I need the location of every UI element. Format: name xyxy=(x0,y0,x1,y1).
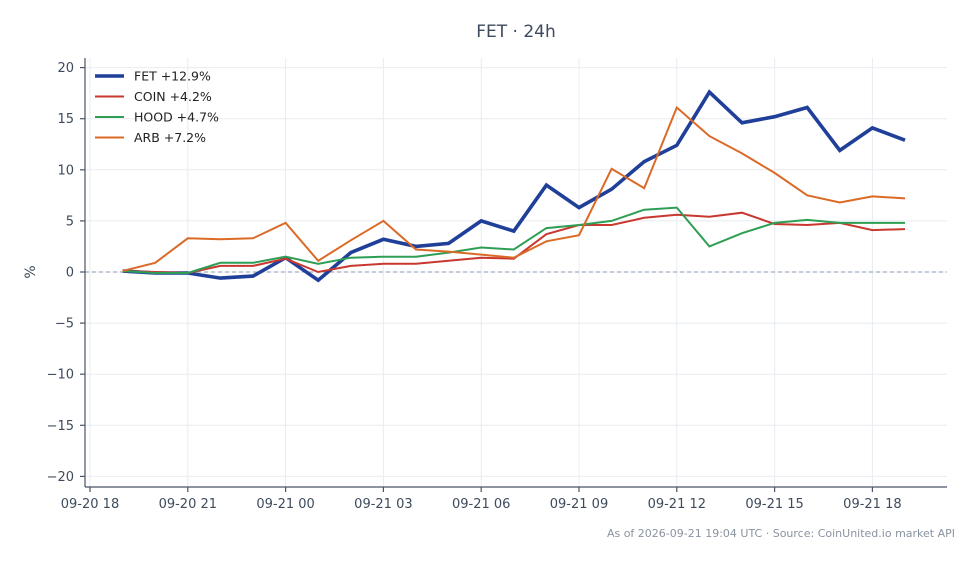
legend: FET +12.9% COIN +4.2% HOOD +4.7% ARB +7.2% xyxy=(95,69,219,145)
legend-label-2: HOOD +4.7% xyxy=(134,110,219,125)
series-layer xyxy=(122,89,906,283)
axes: −20 −15 −10 −5 0 5 10 15 20 09-20 18 09-20 21 09-21… xyxy=(47,58,947,512)
legend-label-1: COIN +4.2% xyxy=(134,89,212,104)
y-tick-label: −15 xyxy=(47,419,74,434)
x-tick-label: 09-21 15 xyxy=(745,497,803,512)
legend-label-0: FET +12.9% xyxy=(134,69,211,84)
y-tick-label: −20 xyxy=(47,470,74,485)
x-tick-label: 09-21 06 xyxy=(452,497,510,512)
legend-label-3: ARB +7.2% xyxy=(134,130,206,145)
y-tick-label: 15 xyxy=(57,112,74,127)
x-tick-label: 09-21 18 xyxy=(843,497,901,512)
y-axis-label: % xyxy=(23,265,39,278)
y-tick-label: −10 xyxy=(47,368,74,383)
x-tick-label: 09-20 18 xyxy=(61,497,119,512)
y-tick-label: 10 xyxy=(57,163,74,178)
y-tick-label: 0 xyxy=(66,266,74,281)
y-tick-label: 20 xyxy=(57,61,74,76)
x-tick-label: 09-20 21 xyxy=(159,497,217,512)
x-tick-label: 09-21 12 xyxy=(648,497,706,512)
x-tick-label: 09-21 00 xyxy=(256,497,314,512)
x-tick-label: 09-21 03 xyxy=(354,497,412,512)
series-line-0 xyxy=(122,89,906,283)
y-tick-label: −5 xyxy=(55,317,74,332)
x-tick-label: 09-21 09 xyxy=(550,497,608,512)
y-tick-label: 5 xyxy=(66,214,74,229)
series-line-3 xyxy=(122,105,906,272)
chart-title: FET · 24h xyxy=(476,22,556,42)
footer-source: As of 2026-09-21 19:04 UTC · Source: Coi… xyxy=(607,527,955,540)
series-line-2 xyxy=(122,206,905,274)
